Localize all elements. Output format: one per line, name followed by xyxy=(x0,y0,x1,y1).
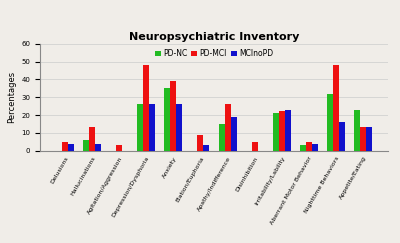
Bar xyxy=(273,113,279,151)
Bar xyxy=(360,128,366,151)
Bar xyxy=(204,145,209,151)
Title: Neuropsychiatric Inventory: Neuropsychiatric Inventory xyxy=(129,32,299,42)
Legend: PD-NC, PD-MCI, MCInoPD: PD-NC, PD-MCI, MCInoPD xyxy=(153,48,275,60)
Bar xyxy=(354,110,360,151)
Y-axis label: Percentages: Percentages xyxy=(7,71,16,123)
Bar xyxy=(224,104,230,151)
Bar xyxy=(230,117,236,151)
Bar xyxy=(176,104,182,151)
Bar xyxy=(83,140,89,151)
Bar xyxy=(300,145,306,151)
Bar xyxy=(170,81,176,151)
Bar xyxy=(306,142,312,151)
Bar xyxy=(312,144,318,151)
Bar xyxy=(62,142,68,151)
Bar xyxy=(333,65,339,151)
Bar xyxy=(339,122,345,151)
Bar xyxy=(116,145,122,151)
Bar xyxy=(95,144,101,151)
Bar xyxy=(219,124,224,151)
Bar xyxy=(143,65,149,151)
Bar xyxy=(279,112,285,151)
Bar xyxy=(149,104,155,151)
Bar xyxy=(327,94,333,151)
Bar xyxy=(285,110,291,151)
Bar xyxy=(198,135,204,151)
Bar xyxy=(89,128,95,151)
Bar xyxy=(137,104,143,151)
Bar xyxy=(366,128,372,151)
Bar xyxy=(252,142,258,151)
Bar xyxy=(164,88,170,151)
Bar xyxy=(68,144,74,151)
